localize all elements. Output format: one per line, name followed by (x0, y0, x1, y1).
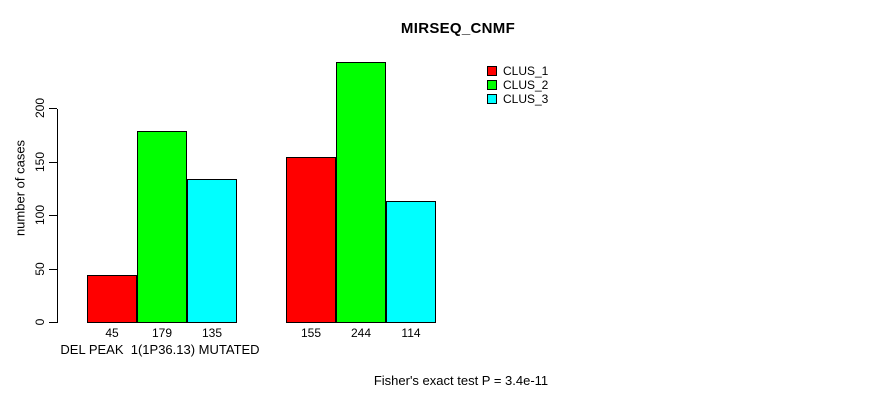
y-tick-150 (49, 162, 57, 163)
y-tick-50 (49, 269, 57, 270)
bar-value-clus_2-group-2: 244 (350, 326, 372, 340)
legend-label-clus3: CLUS_3 (503, 92, 549, 106)
bar-clus_1-group-2 (286, 157, 336, 323)
legend-swatch-clus1 (487, 66, 497, 76)
legend-item-clus2: CLUS_2 (487, 78, 548, 92)
y-axis-label: number of cases (12, 139, 28, 237)
legend-label-clus2: CLUS_2 (503, 78, 549, 92)
fisher-test-annotation: Fisher's exact test P = 3.4e-11 (373, 373, 549, 388)
legend-swatch-clus2 (487, 80, 497, 90)
bar-value-clus_1-group-1: 45 (105, 326, 119, 340)
y-tick-200 (49, 108, 57, 109)
chart-title: MIRSEQ_CNMF (400, 20, 516, 37)
bar-clus_2-group-1 (137, 131, 187, 323)
bar-value-clus_2-group-1: 179 (151, 326, 173, 340)
y-tick-label-0: 0 (33, 318, 47, 326)
legend-swatch-clus3 (487, 94, 497, 104)
bar-clus_1-group-1 (87, 275, 137, 323)
bar-clus_2-group-2 (336, 62, 386, 323)
legend-item-clus3: CLUS_3 (487, 92, 548, 106)
bar-value-clus_3-group-2: 114 (401, 326, 421, 340)
y-tick-0 (49, 322, 57, 323)
y-tick-100 (49, 215, 57, 216)
bar-clus_3-group-2 (386, 201, 436, 323)
y-tick-label-50: 50 (33, 262, 47, 276)
x-axis-label: DEL PEAK 1(1P36.13) MUTATED (60, 342, 260, 357)
legend-item-clus1: CLUS_1 (487, 64, 548, 78)
y-axis-line (57, 109, 58, 323)
legend: CLUS_1 CLUS_2 CLUS_3 (487, 64, 548, 106)
bar-clus_3-group-1 (187, 179, 237, 323)
legend-label-clus1: CLUS_1 (503, 64, 549, 78)
y-tick-label-100: 100 (33, 204, 47, 226)
y-tick-label-200: 200 (33, 97, 47, 119)
bar-value-clus_3-group-1: 135 (201, 326, 223, 340)
y-tick-label-150: 150 (33, 151, 47, 173)
bar-value-clus_1-group-2: 155 (300, 326, 322, 340)
